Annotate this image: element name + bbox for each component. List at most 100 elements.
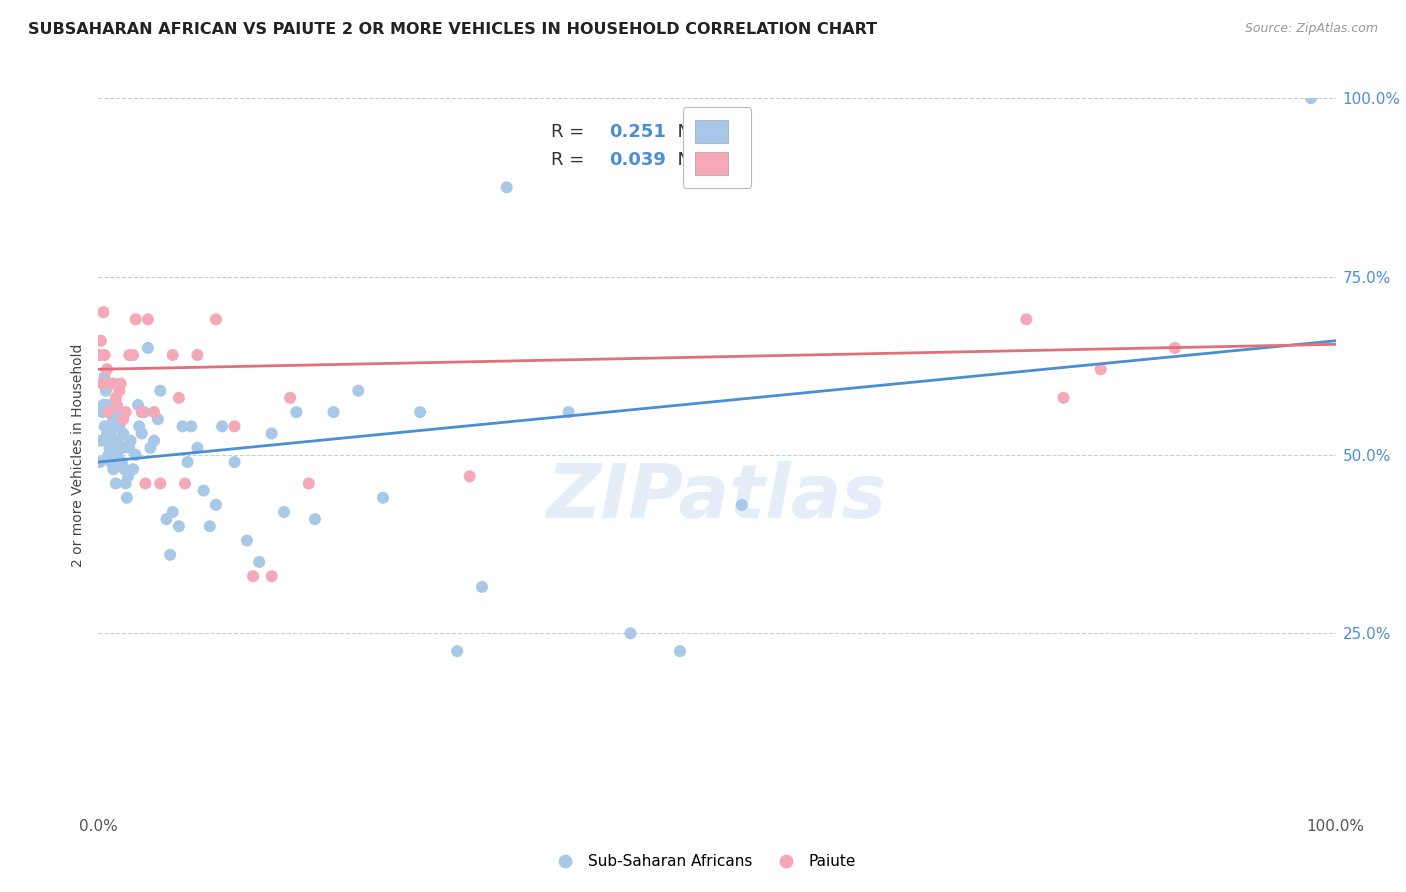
Point — [198, 519, 221, 533]
Point — [1164, 341, 1187, 355]
Point — [117, 469, 139, 483]
Point — [131, 426, 153, 441]
Point — [143, 434, 166, 448]
Point — [176, 455, 198, 469]
Point — [103, 462, 125, 476]
Point — [167, 519, 190, 533]
Point — [162, 348, 184, 362]
Point — [124, 448, 146, 462]
Point — [205, 498, 228, 512]
Point — [112, 441, 135, 455]
Point — [103, 398, 125, 412]
Point — [247, 555, 270, 569]
Point — [104, 476, 127, 491]
Point — [93, 419, 115, 434]
Text: 0.251: 0.251 — [609, 123, 666, 141]
Point — [118, 441, 141, 455]
Point — [669, 644, 692, 658]
Point — [108, 384, 131, 398]
Point — [409, 405, 432, 419]
Point — [89, 348, 111, 362]
Point — [180, 419, 202, 434]
Legend: Sub-Saharan Africans, Paiute: Sub-Saharan Africans, Paiute — [544, 848, 862, 875]
Point — [90, 434, 112, 448]
Point — [122, 462, 145, 476]
Point — [731, 498, 754, 512]
Point — [96, 426, 118, 441]
Point — [172, 419, 194, 434]
Point — [134, 405, 156, 419]
Point — [91, 376, 114, 391]
Point — [495, 180, 517, 194]
Point — [100, 376, 122, 391]
Point — [98, 405, 121, 419]
Point — [458, 469, 481, 483]
Point — [120, 434, 142, 448]
Point — [93, 398, 115, 412]
Point — [112, 462, 135, 476]
Text: R =: R = — [551, 123, 591, 141]
Point — [162, 505, 184, 519]
Point — [131, 405, 153, 419]
Point — [93, 348, 115, 362]
Point — [285, 405, 308, 419]
Point — [97, 405, 120, 419]
Point — [304, 512, 326, 526]
Text: N =: N = — [666, 152, 718, 169]
Point — [107, 412, 129, 426]
Point — [91, 405, 114, 419]
Point — [224, 455, 246, 469]
Point — [101, 434, 124, 448]
Point — [104, 391, 127, 405]
Point — [96, 398, 118, 412]
Point — [136, 341, 159, 355]
Point — [94, 434, 117, 448]
Point — [90, 334, 112, 348]
Text: N =: N = — [666, 123, 718, 141]
Point — [112, 426, 135, 441]
Text: Source: ZipAtlas.com: Source: ZipAtlas.com — [1244, 22, 1378, 36]
Point — [94, 384, 117, 398]
Point — [127, 398, 149, 412]
Point — [1090, 362, 1112, 376]
Point — [224, 419, 246, 434]
Point — [186, 441, 208, 455]
Point — [111, 455, 134, 469]
Point — [211, 419, 233, 434]
Point — [298, 476, 321, 491]
Y-axis label: 2 or more Vehicles in Household: 2 or more Vehicles in Household — [72, 343, 86, 566]
Point — [114, 476, 136, 491]
Point — [167, 391, 190, 405]
Point — [1015, 312, 1038, 326]
Point — [108, 455, 131, 469]
Text: R =: R = — [551, 152, 591, 169]
Point — [118, 348, 141, 362]
Point — [146, 412, 169, 426]
Point — [159, 548, 181, 562]
Point — [122, 348, 145, 362]
Legend: , : , — [683, 107, 751, 188]
Point — [446, 644, 468, 658]
Point — [103, 376, 125, 391]
Point — [103, 412, 125, 426]
Point — [124, 312, 146, 326]
Point — [322, 405, 344, 419]
Point — [89, 455, 111, 469]
Point — [97, 419, 120, 434]
Point — [260, 569, 283, 583]
Text: 38: 38 — [728, 152, 754, 169]
Text: SUBSAHARAN AFRICAN VS PAIUTE 2 OR MORE VEHICLES IN HOUSEHOLD CORRELATION CHART: SUBSAHARAN AFRICAN VS PAIUTE 2 OR MORE V… — [28, 22, 877, 37]
Point — [205, 312, 228, 326]
Point — [100, 455, 122, 469]
Point — [149, 384, 172, 398]
Point — [112, 412, 135, 426]
Point — [557, 405, 579, 419]
Point — [273, 505, 295, 519]
Point — [471, 580, 494, 594]
Point — [105, 405, 128, 419]
Text: ZIPatlas: ZIPatlas — [547, 461, 887, 534]
Point — [101, 405, 124, 419]
Point — [155, 512, 177, 526]
Point — [105, 398, 128, 412]
Point — [136, 312, 159, 326]
